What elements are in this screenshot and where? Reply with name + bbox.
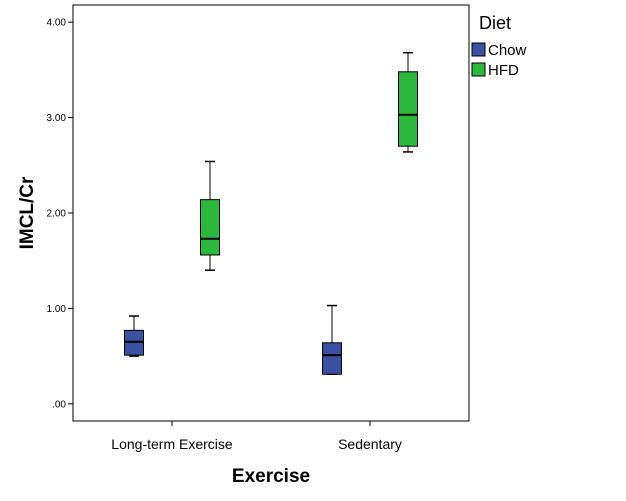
x-tick-label: Long-term Exercise: [111, 436, 233, 452]
y-axis: .00 1.00 2.00 3.00 4.00: [47, 18, 73, 410]
box-hfd: [398, 51, 418, 153]
x-axis: Long-term Exercise Sedentary: [111, 421, 402, 452]
y-tick-label: 2.00: [47, 209, 67, 220]
box-hfd: [200, 160, 220, 271]
x-axis-title: Exercise: [232, 466, 310, 487]
y-tick-label: 1.00: [47, 304, 67, 315]
y-tick-label: 3.00: [47, 113, 67, 124]
legend-swatch-hfd: [471, 62, 486, 77]
legend-label-hfd: HFD: [488, 62, 519, 79]
box-series: [124, 51, 418, 375]
iqr-box: [398, 71, 418, 147]
box-chow: [322, 304, 342, 375]
x-tick-label: Sedentary: [338, 436, 402, 452]
y-tick-label: .00: [52, 399, 66, 410]
plot-area: [72, 4, 470, 422]
legend: Diet Chow HFD: [471, 13, 527, 79]
y-tick-label: 4.00: [47, 18, 67, 29]
legend-swatch-chow: [471, 42, 486, 57]
box-chow: [124, 315, 144, 357]
iqr-box: [200, 199, 220, 256]
y-axis-title: IMCL/Cr: [17, 176, 38, 249]
iqr-box: [322, 342, 342, 375]
legend-title: Diet: [479, 13, 511, 33]
legend-label-chow: Chow: [488, 42, 527, 59]
